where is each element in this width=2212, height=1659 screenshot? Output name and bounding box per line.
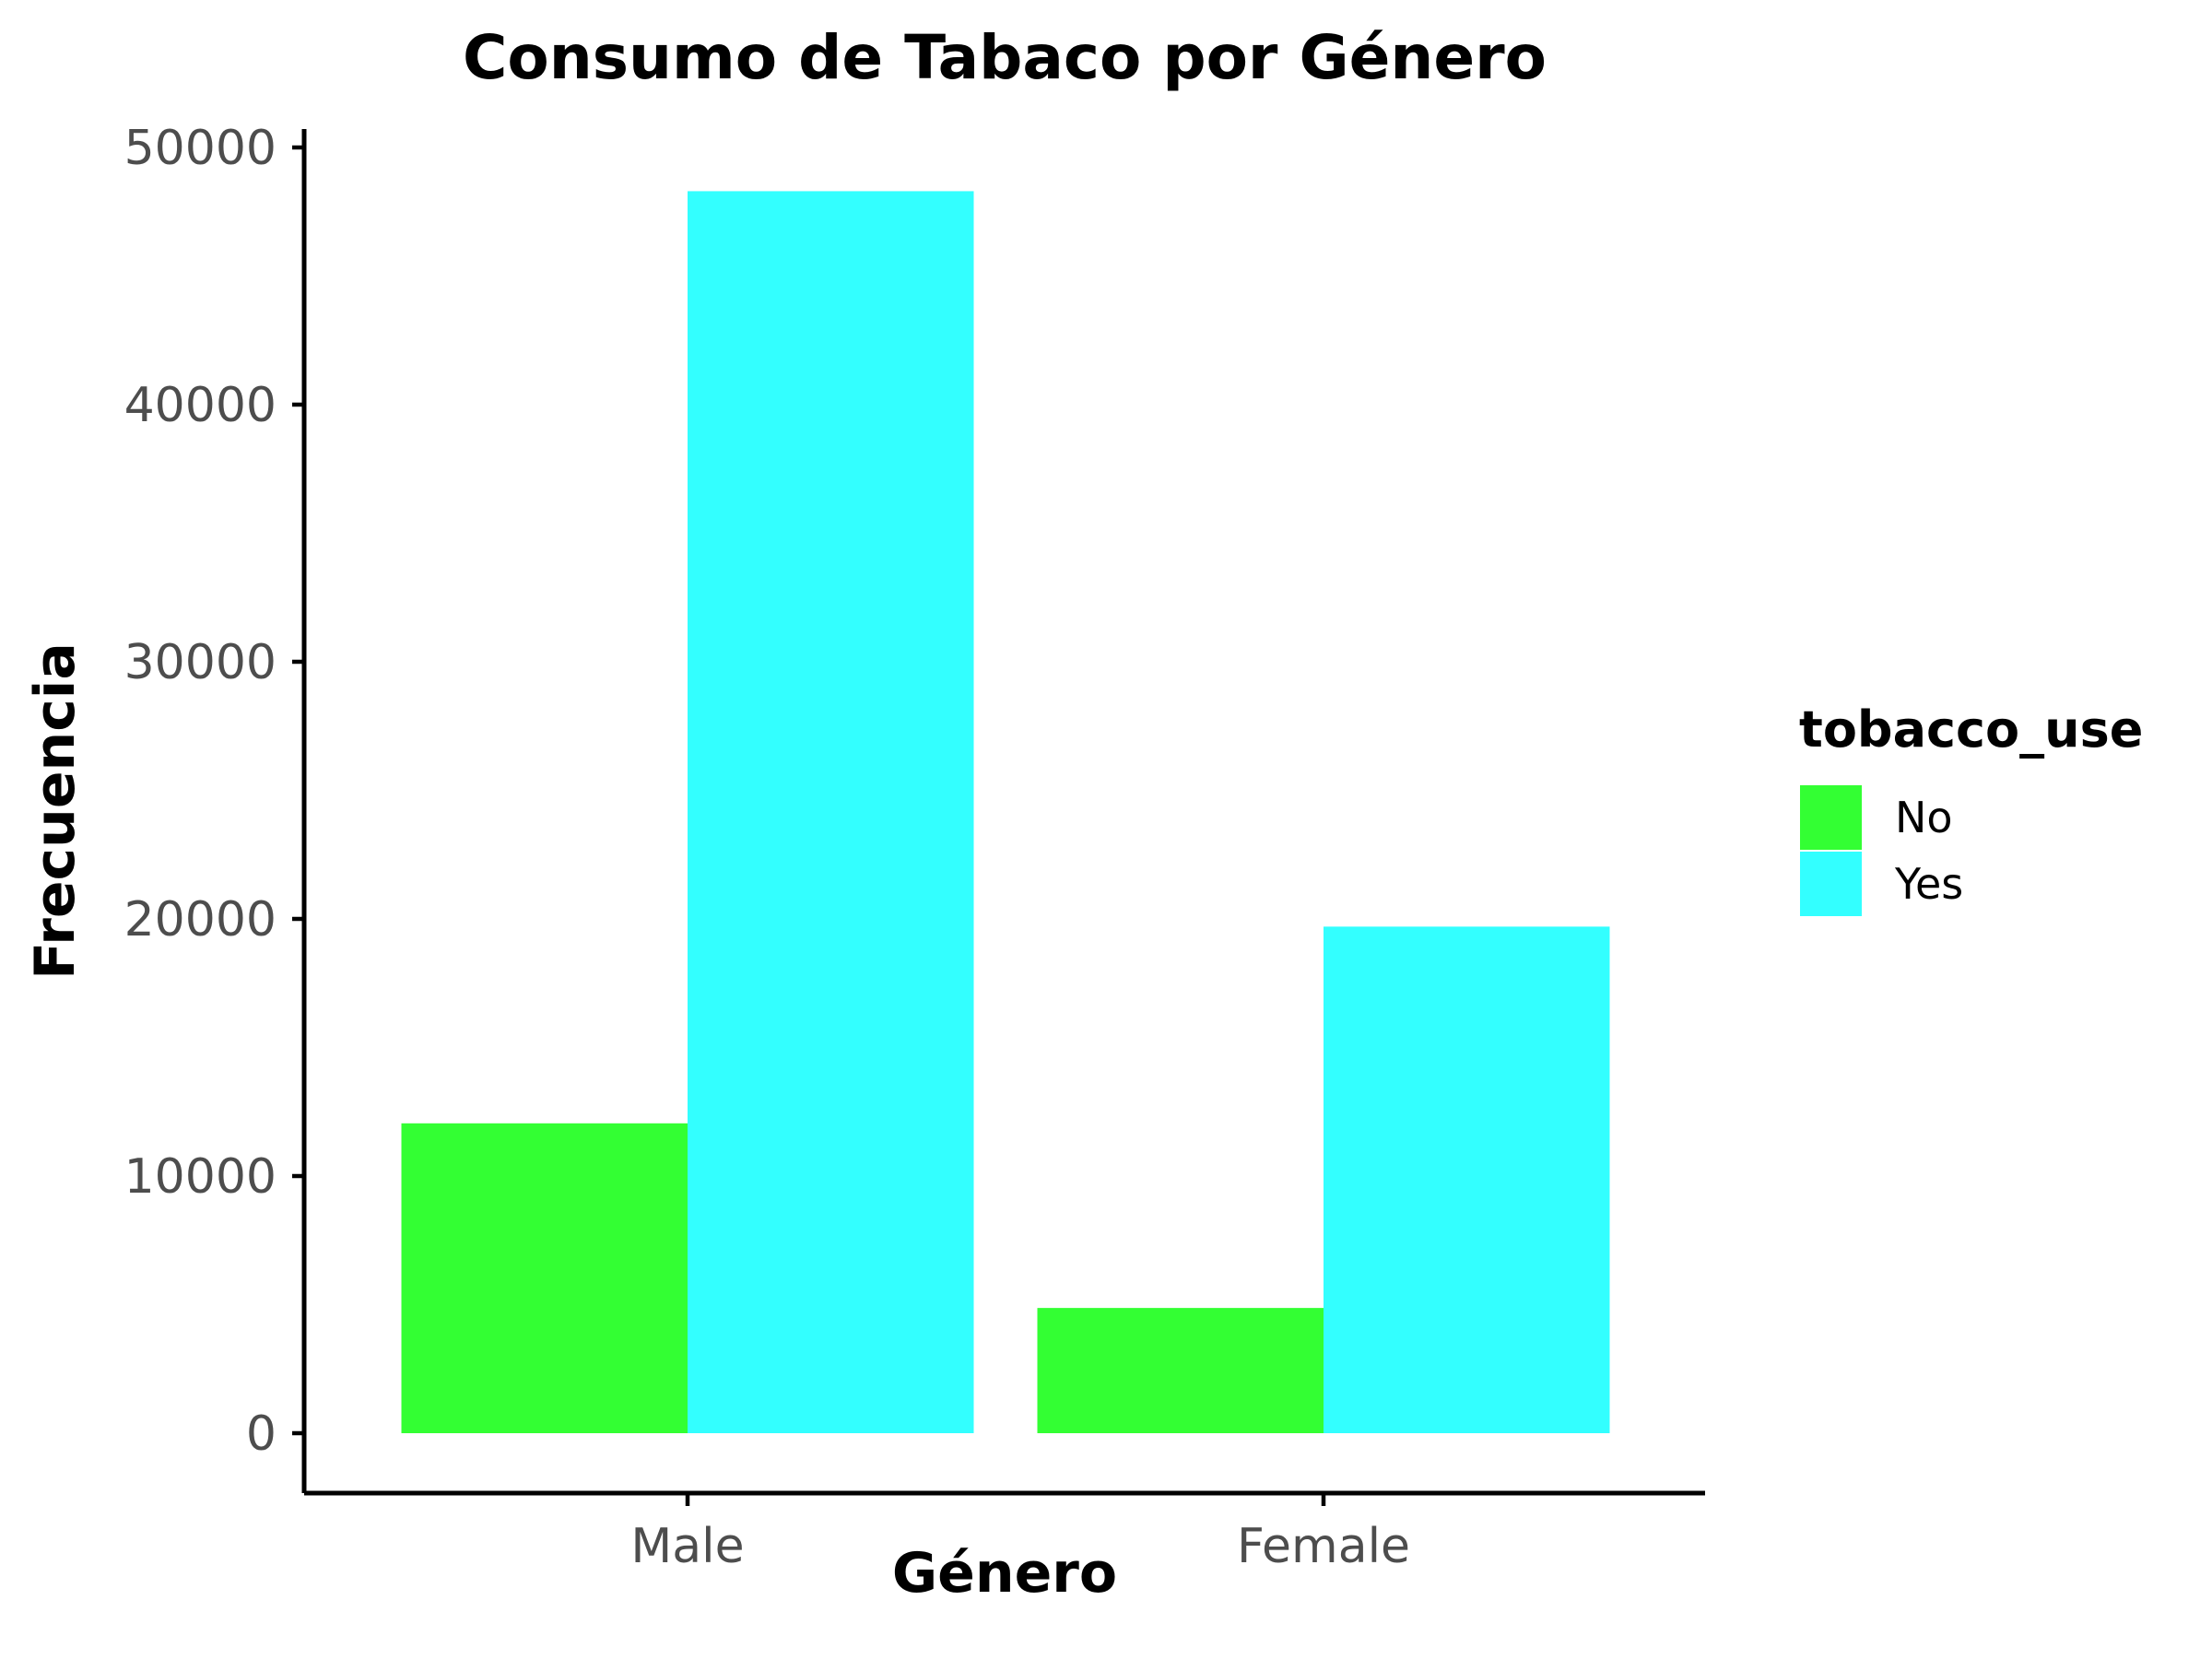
legend-key-yes	[1800, 852, 1862, 916]
bar-female-yes	[1324, 926, 1610, 1433]
legend-items: No Yes	[1800, 785, 1963, 916]
x-axis-title: Género	[892, 1541, 1117, 1606]
y-tick-label: 10000	[124, 1149, 276, 1205]
bar-male-no	[401, 1123, 688, 1433]
y-tick-label: 40000	[124, 378, 276, 433]
y-tick-label: 30000	[124, 635, 276, 690]
y-axis-title: Frecuencia	[23, 642, 88, 980]
bar-male-yes	[688, 191, 974, 1434]
axes-group	[301, 129, 1705, 1496]
y-tick-label: 0	[246, 1406, 276, 1462]
bar-female-no	[1037, 1308, 1324, 1433]
y-ticks-group: 0 10000 20000 30000 40000 50000	[124, 121, 304, 1462]
y-tick-label: 50000	[124, 121, 276, 176]
x-tick-label-female: Female	[1237, 1519, 1410, 1574]
x-tick-label-male: Male	[630, 1519, 744, 1574]
legend-title: tobacco_use	[1799, 700, 2143, 759]
y-tick-label: 20000	[124, 892, 276, 947]
legend: tobacco_use No Yes	[1799, 700, 2143, 916]
x-ticks-group: Male Female	[630, 1493, 1410, 1574]
bars-group	[401, 191, 1610, 1434]
legend-label-no: No	[1895, 793, 1953, 842]
legend-label-yes: Yes	[1894, 859, 1963, 909]
chart-title: Consumo de Tabaco por Género	[463, 22, 1547, 93]
legend-key-no	[1800, 785, 1862, 850]
